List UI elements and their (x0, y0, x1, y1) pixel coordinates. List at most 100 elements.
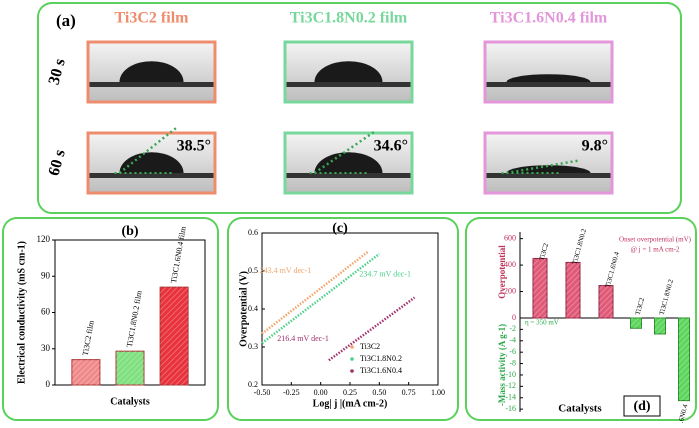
y-tick-label: 0.3 (248, 342, 258, 351)
droplet (506, 165, 591, 173)
bar-label: Ti3C2 (634, 296, 646, 316)
axis-label: Electrical conductivity (mS cm-1) (16, 241, 27, 384)
legend-title: Onset overpotential (mV) (619, 236, 692, 244)
series-line (328, 296, 416, 362)
axis-label: Log| j |(mA cm-2) (313, 398, 388, 409)
y-tick-label: 200 (504, 286, 516, 295)
y2-tick-label: -8 (509, 358, 516, 367)
y2-tick-label: -2 (509, 324, 516, 333)
panel-label: (c) (332, 221, 348, 236)
y2-tick-label: -6 (509, 347, 516, 356)
y-tick-label: 60 (41, 307, 51, 317)
contact-angle: 9.8° (582, 138, 608, 155)
legend-marker (350, 357, 354, 361)
note: η = 350 mV (525, 319, 559, 327)
substrate (486, 82, 611, 87)
contact-angle: 38.5° (177, 138, 211, 155)
bar-label: Ti3C2 (538, 242, 550, 262)
column-title: Ti3C2 film (115, 10, 190, 27)
contact-angle: 34.6° (374, 138, 408, 155)
y-tick-label: 120 (37, 234, 51, 244)
y2-tick-label: -10 (505, 370, 516, 379)
column-title: Ti3C1.6N0.4 film (490, 10, 608, 27)
slope-label: 243.4 mV dec-1 (260, 266, 312, 275)
column-title: Ti3C1.8N0.2 film (290, 10, 408, 27)
y-tick-label: 0 (46, 379, 51, 389)
panel-frame (2, 217, 219, 421)
x-tick-label: 0.75 (402, 388, 416, 397)
bar-label: Ti3C1.6N0.4 (604, 251, 621, 289)
series-line (261, 251, 369, 335)
legend-marker (350, 369, 354, 373)
panel-frame (37, 2, 682, 214)
droplet-image (483, 131, 614, 195)
y2-tick-label: -16 (505, 404, 516, 413)
x-tick-label: 0.50 (372, 388, 386, 397)
droplet (119, 61, 184, 82)
droplet (506, 74, 591, 82)
panel-label: (a) (56, 11, 76, 30)
axis-label: Catalysts (558, 403, 602, 415)
bar-hatch (71, 359, 100, 385)
legend-label: Ti3C2 (360, 342, 380, 351)
substrate (89, 173, 214, 178)
x-tick-label: -0.50 (254, 388, 271, 397)
bar-label: Ti3C2 film (81, 319, 96, 356)
y-tick-label: 400 (504, 260, 516, 269)
plot-frame (261, 232, 439, 386)
panel-label: (b) (121, 224, 138, 239)
legend-label: Ti3C1.8N0.2 (360, 354, 402, 363)
y2-tick-label: -12 (505, 381, 516, 390)
substrate (286, 173, 411, 178)
bar-hatch (654, 318, 666, 334)
y-tick-label: 0.4 (248, 304, 258, 313)
substrate (486, 173, 611, 178)
row-label: 60 s (46, 148, 69, 178)
legend-marker (350, 345, 354, 349)
y-tick-label: 0.6 (248, 228, 258, 237)
bar-hatch (678, 318, 690, 401)
bar-label: Ti3C1.6N0.4 film (169, 225, 188, 284)
axis-label: Overpotential (V) (238, 271, 249, 347)
series-line (261, 252, 381, 345)
y-tick-label: 30 (41, 343, 51, 353)
bar-hatch (566, 262, 580, 318)
x-tick-label: 1.00 (431, 388, 445, 397)
droplet-image (483, 40, 614, 104)
axis-label: -Mass activity (A g-1) (497, 324, 507, 406)
subtitle: @ j = 1 mA cm-2 (630, 246, 680, 254)
droplet (314, 152, 383, 173)
x-tick-label: 0.00 (314, 388, 328, 397)
bar-hatch (533, 258, 547, 318)
y-tick-label: 600 (504, 233, 516, 242)
bar-hatch (116, 351, 144, 385)
axis-label: Catalysts (110, 396, 150, 407)
row-label: 30 s (46, 57, 69, 87)
droplet (314, 61, 383, 82)
panel-label-box (623, 395, 661, 417)
x-tick-label: -0.25 (283, 388, 300, 397)
droplet (119, 152, 184, 173)
y2-tick-label: -4 (509, 336, 516, 345)
legend-label: Ti3C1.6N0.4 (360, 366, 402, 375)
y-tick-label: 0.2 (248, 380, 258, 389)
y-tick-label: 0 (512, 313, 516, 322)
bar-hatch (160, 287, 189, 385)
bar-label: Ti3C1.8N0.2 film (125, 289, 144, 348)
slope-label: 234.7 mV dec-1 (359, 270, 411, 279)
x-tick-label: 0.25 (343, 388, 357, 397)
bar-hatch (599, 285, 613, 318)
substrate (286, 82, 411, 87)
bar-label: Ti3C1.8N0.2 (658, 278, 675, 316)
slope-label: 216.4 mV dec-1 (277, 334, 329, 343)
panel-frame (227, 217, 459, 421)
panel-label: (d) (633, 399, 650, 414)
substrate (89, 82, 214, 87)
axis-label: Overpotential (497, 245, 507, 299)
y-tick-label: 90 (41, 270, 51, 280)
y2-tick-label: -14 (505, 393, 516, 402)
bar-label: Ti3C1.8N0.2 (571, 227, 588, 265)
bar-hatch (630, 318, 642, 329)
panel-frame (465, 217, 697, 421)
